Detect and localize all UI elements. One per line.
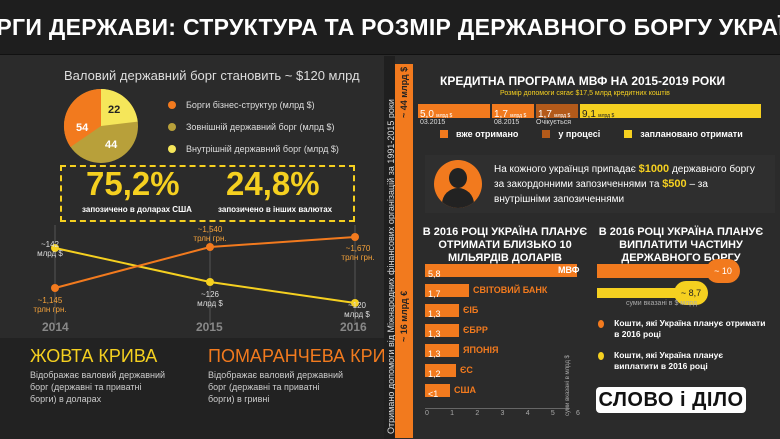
bar-ebrd: 1,3 (425, 324, 459, 339)
year-2016: 2016 (340, 320, 367, 334)
imf-segment-received-1: 5,0 млрд $ (418, 104, 490, 120)
bar-usa: <1 (425, 384, 450, 399)
planned-square-icon (624, 130, 633, 138)
debt-line-chart (51, 225, 359, 325)
bar-eib-label: ЄІБ (463, 305, 479, 315)
yellow-dot-icon (168, 145, 176, 153)
usd-label: запозичено в доларах США (82, 205, 192, 214)
credits-axis (425, 408, 570, 409)
pie-label-internal: 22 (108, 104, 120, 116)
imf-segment-planned: 9,1 млрд $ (580, 104, 761, 120)
pie-legend: Борги бізнес-структур (млрд $) Зовнішній… (168, 94, 339, 160)
pay-value-badge: ~ 8,7 (674, 281, 708, 305)
yellow-point-2016 (351, 299, 359, 307)
divider (384, 56, 395, 439)
imf-segment-received-2: 1,7 млрд $ (492, 104, 534, 120)
bar-eib: 1,3 (425, 304, 459, 319)
pie-legend-item: Борги бізнес-структур (млрд $) (168, 94, 339, 116)
bar-world-bank: 1,7 (425, 284, 469, 299)
page-title: БОРГИ ДЕРЖАВИ: СТРУКТУРА ТА РОЗМІР ДЕРЖА… (0, 13, 780, 40)
bar-receive (597, 264, 709, 278)
imf-segment-process: 1,7 млрд $ (536, 104, 578, 120)
pie-label-external: 44 (105, 139, 118, 151)
yellow-point-2015 (206, 278, 214, 286)
orange-dot-icon (168, 101, 176, 109)
orange-point-2016 (351, 233, 359, 241)
orange-curve-title: ПОМАРАНЧЕВА КРИВА (208, 346, 410, 366)
vertical-bottom-value: ~ 16 млрд € (399, 290, 409, 342)
gross-debt-title: Валовий державний борг становить ~ $120 … (64, 68, 360, 83)
yellow-curve-title: ЖОВТА КРИВА (30, 346, 158, 366)
imf-bar: 5,0 млрд $ 1,7 млрд $ 1,7 млрд $ 9,1 млр… (418, 104, 761, 120)
yellow-label-2016: ~120 млрд $ (344, 301, 370, 319)
received-square-icon (440, 130, 448, 138)
yellow-point-2014 (51, 244, 59, 252)
orange-point-2015 (206, 243, 214, 251)
other-percent: 24,8% (226, 165, 320, 202)
per-capita-text: На кожного українця припадає $1000 держа… (494, 163, 755, 205)
yellow-label-2015: ~126 млрд $ (197, 290, 223, 308)
credits-2016-chart: 5,8 МВФ 1,7 СВІТОВИЙ БАНК 1,3 ЄІБ 1,3 ЄБ… (425, 262, 585, 402)
person-icon (434, 160, 482, 208)
repay-2016-title: В 2016 РОЦІ УКРАЇНА ПЛАНУЄ ВИПЛАТИТИ ЧАС… (598, 226, 764, 264)
imf-date-3: Очікується (536, 119, 572, 126)
debt-pie-chart: 54 22 44 (63, 88, 138, 163)
bar-pay (597, 288, 677, 298)
pie-label-business: 54 (76, 122, 89, 134)
curve-legend: ЖОВТА КРИВА Відображає валовий державний… (0, 338, 409, 439)
repay-legend: Кошти, які Україна планує отримати в 201… (598, 318, 768, 372)
bar-imf-label: МВФ (558, 265, 580, 275)
orange-label-2014: ~1,145 трлн грн. (33, 296, 67, 314)
imf-date-2: 08.2015 (494, 119, 520, 126)
header: БОРГИ ДЕРЖАВИ: СТРУКТУРА ТА РОЗМІР ДЕРЖА… (0, 0, 780, 55)
vertical-top-value: ~ 44 млрд $ (399, 66, 409, 118)
orange-label-2015: ~1,540 трлн грн. (193, 225, 227, 243)
process-square-icon (542, 130, 551, 138)
receive-value-badge: ~ 10 (706, 259, 740, 283)
yellow-dot-icon (598, 352, 604, 360)
per-capita-box (425, 155, 775, 213)
imf-legend: вже отримано у процесі заплановано отрим… (440, 129, 743, 139)
logo: СЛОВО і ДІЛО (596, 387, 746, 413)
pie-legend-item: Зовнішній державний борг (млрд $) (168, 116, 339, 138)
yellow-label-2014: ~142 млрд $ (37, 240, 63, 258)
year-2015: 2015 (196, 320, 223, 334)
yellow-curve-desc: Відображає валовий державний борг (держа… (30, 370, 166, 404)
orange-curve-desc: Відображає валовий державний борг (держа… (208, 370, 344, 404)
bar-world-bank-label: СВІТОВИЙ БАНК (473, 285, 548, 295)
imf-subtitle: Розмір допомоги сягає $17,5 млрд кредитн… (500, 90, 670, 97)
bar-ebrd-label: ЄБРР (463, 325, 488, 335)
pie-legend-item: Внутрішній державний борг (млрд $) (168, 138, 339, 160)
vertical-orange-band (395, 64, 413, 438)
bar-japan: 1,3 (425, 344, 459, 359)
bar-eu: 1,2 (425, 364, 456, 379)
bar-japan-label: ЯПОНІЯ (463, 345, 499, 355)
imf-title: КРЕДИТНА ПРОГРАМА МВФ НА 2015-2019 РОКИ (440, 74, 726, 88)
orange-point-2014 (51, 284, 59, 292)
other-label: запозичено в інших валютах (218, 205, 333, 214)
repay-axis-label: суми вказані в $ млрд (626, 300, 698, 307)
usd-percent: 75,2% (86, 165, 180, 202)
olive-dot-icon (168, 123, 176, 131)
bar-usa-label: США (454, 385, 477, 395)
orange-label-2016: ~1,670 трлн грн. (341, 244, 375, 262)
imf-date-1: 03.2015 (420, 119, 446, 126)
bar-eu-label: ЄС (460, 365, 473, 375)
currency-split-box: 75,2% запозичено в доларах США 24,8% зап… (60, 165, 355, 222)
credits-axis-label: суми вказані в млрд $ (565, 355, 571, 416)
year-2014: 2014 (42, 320, 69, 334)
orange-dot-icon (598, 320, 605, 328)
bar-imf: 5,8 (425, 264, 577, 279)
